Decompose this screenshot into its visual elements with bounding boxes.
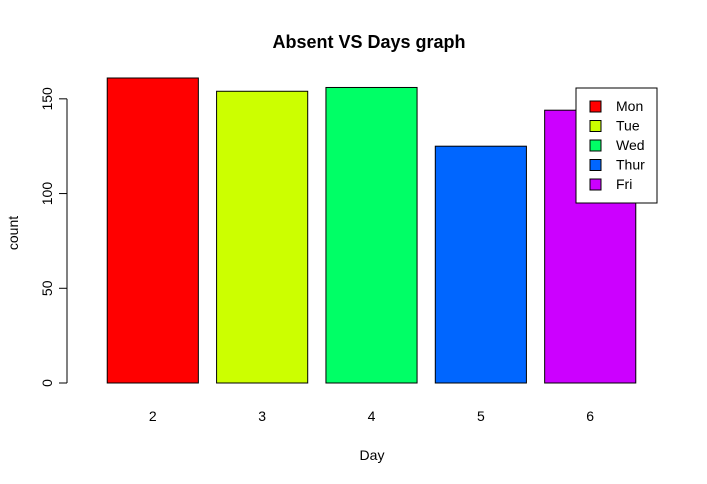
bar-5 — [434, 145, 527, 384]
legend-swatch — [589, 120, 602, 132]
x-tick-label: 2 — [149, 408, 157, 424]
legend-swatch — [589, 139, 602, 152]
y-axis: 0 50 100 150 — [39, 87, 68, 387]
x-tick-label: 4 — [368, 408, 376, 424]
x-tick-label: 6 — [586, 408, 594, 424]
bars-group — [106, 77, 637, 384]
legend-label: Thur — [616, 157, 645, 173]
legend-label: Tue — [616, 118, 640, 134]
legend-swatch — [589, 178, 602, 191]
chart-title: Absent VS Days graph — [272, 32, 465, 52]
bar-2 — [106, 77, 199, 384]
x-axis: 2 3 4 5 6 — [149, 408, 594, 424]
legend-label: Wed — [616, 137, 645, 153]
x-tick-label: 5 — [477, 408, 485, 424]
legend: Mon Tue Wed Thur Fri — [575, 87, 658, 204]
x-tick-label: 3 — [258, 408, 266, 424]
legend-label: Fri — [616, 176, 632, 192]
y-tick-label: 0 — [39, 379, 55, 387]
legend-swatch — [589, 159, 602, 171]
bar-4 — [325, 86, 418, 384]
y-tick-label: 100 — [39, 182, 55, 206]
y-tick-label: 150 — [39, 87, 55, 111]
legend-label: Mon — [616, 98, 643, 114]
x-axis-label: Day — [360, 447, 385, 463]
legend-swatch — [589, 100, 602, 113]
y-axis-label: count — [5, 216, 21, 250]
y-tick-label: 50 — [39, 280, 55, 296]
bar-3 — [216, 90, 309, 384]
